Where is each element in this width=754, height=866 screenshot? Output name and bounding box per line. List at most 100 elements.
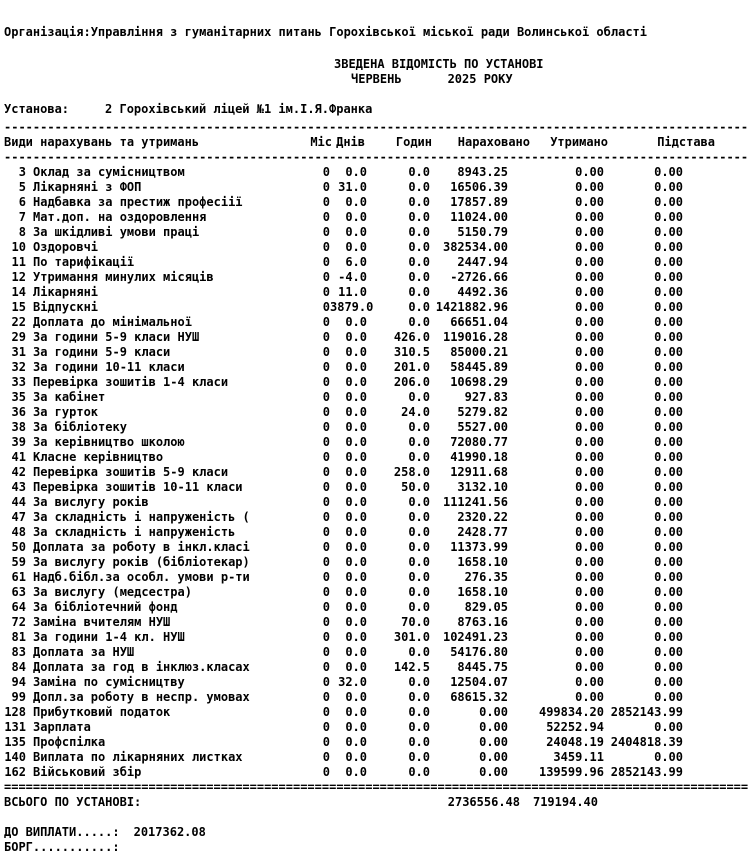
cell-accrued: 58445.89 <box>450 360 508 374</box>
table-row: 12 Утримання минулих місяців 0 -4.0 0.0 -2726… <box>4 270 754 285</box>
cell-hours: 0.0 <box>408 570 430 584</box>
cell-days: 0.0 <box>345 510 367 524</box>
cell-accrued: 382534.00 <box>442 240 508 254</box>
cell-mis: 0 <box>322 570 330 584</box>
cell-code: 135 <box>4 735 26 749</box>
cell-days: 0.0 <box>345 720 367 734</box>
cell-days: 0.0 <box>345 405 367 419</box>
cell-basis: 0.00 <box>654 435 683 449</box>
cell-days: 31.0 <box>338 180 367 194</box>
table-row: 94 Заміна по сумісництву 0 32.0 0.0 12504.07 0… <box>4 675 754 690</box>
cell-code: 43 <box>11 480 26 494</box>
cell-code: 131 <box>4 720 26 734</box>
cell-name: За вислугу років (бібліотекар) <box>33 555 250 569</box>
cell-code: 35 <box>11 390 26 404</box>
cell-accrued: -2726.66 <box>450 270 508 284</box>
column-header-withheld: Утримано <box>550 135 608 149</box>
cell-mis: 0 <box>322 165 330 179</box>
table-row: 35 За кабінет 0 0.0 0.0 927.83 0.00 0.00 <box>4 390 754 405</box>
cell-accrued: 2320.22 <box>457 510 508 524</box>
cell-days: 0.0 <box>345 615 367 629</box>
cell-basis: 0.00 <box>654 675 683 689</box>
cell-hours: 0.0 <box>408 225 430 239</box>
cell-name: Перевірка зошитів 5-9 класи <box>33 465 229 479</box>
cell-accrued: 16506.39 <box>450 180 508 194</box>
cell-basis: 0.00 <box>654 420 683 434</box>
cell-accrued: 85000.21 <box>450 345 508 359</box>
cell-mis: 0 <box>322 330 330 344</box>
cell-code: 84 <box>11 660 26 674</box>
table-row: 29 За години 5-9 класи НУШ 0 0.0 426.0 119016… <box>4 330 754 345</box>
cell-basis: 0.00 <box>654 600 683 614</box>
cell-hours: 0.0 <box>408 705 430 719</box>
cell-code: 63 <box>11 585 26 599</box>
cell-hours: 0.0 <box>408 645 430 659</box>
cell-name: За вислугу років <box>33 495 149 509</box>
table-row: 5 Лікарняні з ФОП 0 31.0 0.0 16506.39 0.00 0.00 <box>4 180 754 195</box>
cell-code: 72 <box>11 615 26 629</box>
cell-name: Оклад за сумісництвом <box>33 165 185 179</box>
cell-accrued: 8763.16 <box>457 615 508 629</box>
cell-name: За вислугу (медсестра) <box>33 585 192 599</box>
cell-hours: 0.0 <box>408 180 430 194</box>
cell-code: 29 <box>11 330 26 344</box>
cell-name: Надб.бібл.за особл. умови р-ти <box>33 570 250 584</box>
cell-mis: 0 <box>322 240 330 254</box>
cell-name: По тарифікації <box>33 255 135 269</box>
cell-hours: 0.0 <box>408 300 430 314</box>
table-row: 38 За бібліотеку 0 0.0 0.0 5527.00 0.00 0.00 <box>4 420 754 435</box>
cell-mis: 0 <box>322 300 330 314</box>
cell-withheld: 0.00 <box>575 390 604 404</box>
table-row: 64 За бібліотечний фонд 0 0.0 0.0 829.05 0.00 0… <box>4 600 754 615</box>
cell-accrued: 119016.28 <box>442 330 508 344</box>
cell-withheld: 0.00 <box>575 375 604 389</box>
column-header-basis: Підстава <box>657 135 715 149</box>
debt-label: БОРГ...........: <box>4 840 120 854</box>
cell-hours: 0.0 <box>408 270 430 284</box>
cell-name: Лікарняні <box>33 285 99 299</box>
cell-code: 47 <box>11 510 26 524</box>
cell-basis: 2852143.99 <box>610 705 683 719</box>
period-month: ЧЕРВЕНЬ <box>351 72 402 86</box>
cell-withheld: 499834.20 <box>538 705 604 719</box>
column-header-days: Днів <box>336 135 365 149</box>
cell-accrued: 0.00 <box>479 765 508 779</box>
cell-hours: 0.0 <box>408 765 430 779</box>
cell-code: 6 <box>18 195 26 209</box>
table-row: 162 Військовий збір 0 0.0 0.0 0.00 139599.96 28… <box>4 765 754 780</box>
to-pay-label: ДО ВИПЛАТИ.....: <box>4 825 120 839</box>
cell-days: 0.0 <box>345 480 367 494</box>
cell-withheld: 0.00 <box>575 345 604 359</box>
cell-basis: 0.00 <box>654 585 683 599</box>
cell-code: 10 <box>11 240 26 254</box>
cell-code: 162 <box>4 765 26 779</box>
cell-basis: 0.00 <box>654 210 683 224</box>
cell-mis: 0 <box>322 765 330 779</box>
cell-accrued: 0.00 <box>479 750 508 764</box>
cell-accrued: 1658.10 <box>457 585 508 599</box>
cell-name: За години 1-4 кл. НУШ <box>33 630 185 644</box>
cell-withheld: 0.00 <box>575 585 604 599</box>
table-row: 39 За керівництво школою 0 0.0 0.0 72080.77 0.… <box>4 435 754 450</box>
cell-days: 0.0 <box>345 450 367 464</box>
cell-accrued: 927.83 <box>464 390 508 404</box>
cell-withheld: 0.00 <box>575 360 604 374</box>
cell-mis: 0 <box>322 225 330 239</box>
debt-line: БОРГ...........: <box>4 840 754 855</box>
cell-days: 0.0 <box>345 630 367 644</box>
cell-accrued: 8445.75 <box>457 660 508 674</box>
cell-name: Прибутковий податок <box>33 705 171 719</box>
cell-days: 0.0 <box>345 525 367 539</box>
cell-mis: 0 <box>322 270 330 284</box>
cell-hours: 201.0 <box>393 360 430 374</box>
cell-withheld: 0.00 <box>575 285 604 299</box>
cell-hours: 310.5 <box>393 345 430 359</box>
cell-withheld: 0.00 <box>575 210 604 224</box>
cell-mis: 0 <box>322 510 330 524</box>
cell-basis: 0.00 <box>654 570 683 584</box>
cell-basis: 0.00 <box>654 375 683 389</box>
cell-days: 0.0 <box>345 225 367 239</box>
table-row: 44 За вислугу років 0 0.0 0.0 111241.56 0.00 0.… <box>4 495 754 510</box>
cell-basis: 0.00 <box>654 525 683 539</box>
cell-mis: 0 <box>322 345 330 359</box>
